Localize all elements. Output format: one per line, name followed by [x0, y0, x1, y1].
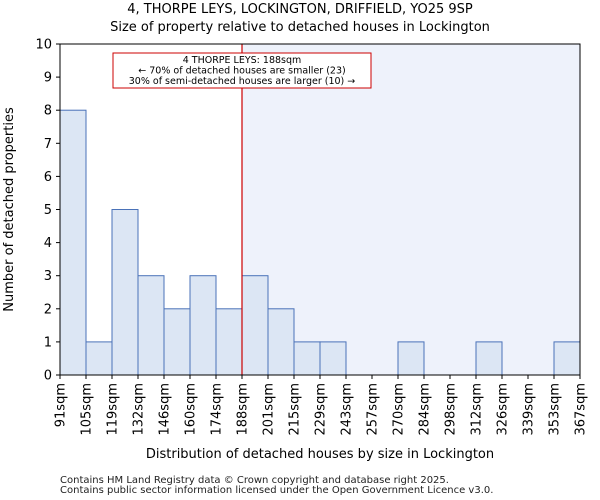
annotation-box: 4 THORPE LEYS: 188sqm ← 70% of detached …	[112, 52, 372, 89]
x-tick-label: 119sqm	[106, 383, 121, 436]
y-tick-label: 0	[44, 369, 52, 384]
x-tick-label: 215sqm	[288, 383, 303, 436]
bar-229sqm	[319, 341, 347, 376]
x-tick-label: 160sqm	[184, 383, 199, 436]
x-tick-label: 243sqm	[340, 383, 355, 436]
bar-215sqm	[293, 341, 321, 376]
bar-146sqm	[163, 308, 191, 376]
y-tick-label: 3	[44, 269, 52, 284]
x-tick-label: 353sqm	[548, 383, 563, 436]
y-tick-label: 9	[44, 71, 52, 86]
x-tick-label: 367sqm	[574, 383, 589, 436]
y-tick-label: 6	[44, 170, 52, 185]
x-tick-label: 174sqm	[210, 383, 225, 436]
annotation-larger: 30% of semi-detached houses are larger (…	[129, 76, 356, 87]
bar-105sqm	[85, 341, 113, 376]
x-tick-label: 326sqm	[496, 383, 511, 436]
y-tick-label: 1	[44, 335, 52, 350]
bar-353sqm	[553, 341, 581, 376]
annotation-label: 4 THORPE LEYS: 188sqm	[183, 55, 302, 66]
chart-title: 4, THORPE LEYS, LOCKINGTON, DRIFFIELD, Y…	[127, 2, 473, 17]
x-tick-label: 201sqm	[262, 383, 277, 436]
footer-licence: Contains public sector information licen…	[60, 485, 494, 496]
bar-188sqm	[241, 275, 269, 376]
x-tick-label: 270sqm	[392, 383, 407, 436]
x-tick-label: 339sqm	[522, 383, 537, 436]
bar-174sqm	[215, 308, 243, 376]
bar-201sqm	[267, 308, 295, 376]
x-axis-label: Distribution of detached houses by size …	[146, 447, 494, 462]
larger-region-highlight	[242, 44, 580, 375]
annotation-border	[112, 52, 372, 89]
bar-132sqm	[137, 275, 165, 376]
bar-160sqm	[189, 275, 217, 376]
bar-312sqm	[475, 341, 503, 376]
y-tick-label: 4	[44, 236, 52, 251]
y-tick-label: 8	[44, 104, 52, 119]
annotation-smaller: ← 70% of detached houses are smaller (23…	[138, 66, 345, 77]
x-tick-label: 284sqm	[418, 383, 433, 436]
y-tick-label: 7	[44, 137, 52, 152]
x-tick-label: 312sqm	[470, 383, 485, 436]
x-tick-label: 91sqm	[54, 383, 69, 427]
y-axis-label: Number of detached properties	[2, 107, 17, 312]
bars-group	[59, 109, 581, 376]
bar-270sqm	[397, 341, 425, 376]
y-tick-label: 10	[35, 38, 52, 53]
y-tick-label: 2	[44, 302, 52, 317]
x-tick-label: 146sqm	[158, 383, 173, 436]
x-tick-label: 132sqm	[132, 383, 147, 436]
x-tick-label: 257sqm	[366, 383, 381, 436]
bar-119sqm	[111, 209, 139, 376]
chart-subtitle: Size of property relative to detached ho…	[110, 20, 490, 35]
footer-copyright: Contains HM Land Registry data © Crown c…	[60, 475, 449, 486]
x-tick-label: 188sqm	[236, 383, 251, 436]
x-tick-label: 298sqm	[444, 383, 459, 436]
x-tick-label: 229sqm	[314, 383, 329, 436]
y-ticks-group: 0 1 2 3 4 5 6 7 8 9 10	[35, 38, 60, 384]
x-ticks-group: 91sqm 105sqm 119sqm 132sqm 146sqm 160sqm 174sq…	[54, 375, 589, 436]
y-tick-label: 5	[44, 203, 52, 218]
x-tick-label: 105sqm	[80, 383, 95, 436]
bar-91sqm	[59, 109, 87, 376]
